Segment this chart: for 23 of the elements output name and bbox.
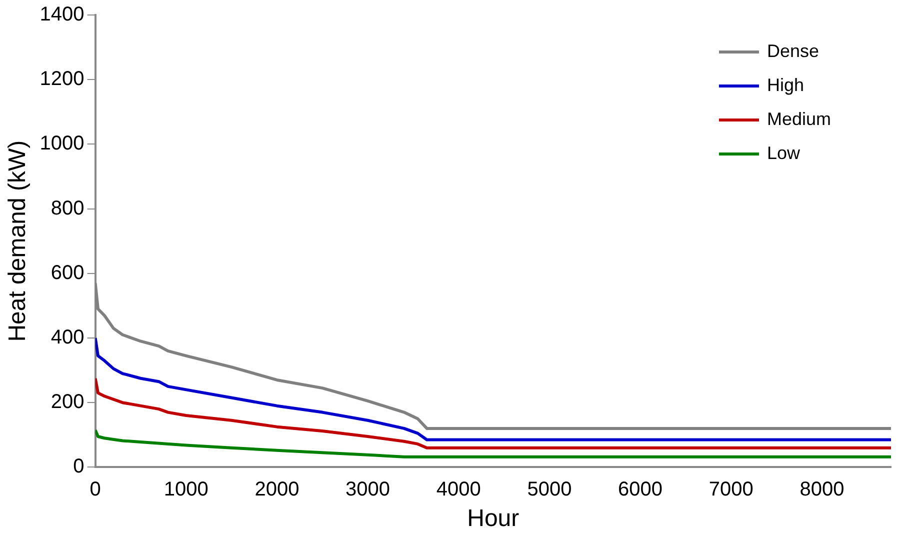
x-axis-title: Hour xyxy=(467,505,520,532)
legend-label: Medium xyxy=(766,108,832,129)
x-tick-label: 0 xyxy=(90,478,101,501)
legend-label: Low xyxy=(766,142,801,163)
x-tick-label: 1000 xyxy=(164,478,208,501)
y-tick-label: 0 xyxy=(73,456,84,478)
y-tick-label: 600 xyxy=(50,262,84,284)
y-axis-title: Heat demand (kW) xyxy=(4,140,32,342)
y-tick-label: 1400 xyxy=(40,4,84,26)
x-tick-label: 8000 xyxy=(800,478,844,501)
x-tick-label: 3000 xyxy=(346,478,390,501)
x-tick-label: 2000 xyxy=(254,478,300,501)
y-tick-label: 200 xyxy=(50,391,84,414)
y-tick-label: 400 xyxy=(50,326,84,349)
x-tick-label: 5000 xyxy=(527,478,572,501)
y-tick-label: 1000 xyxy=(40,132,84,155)
x-tick-label: 6000 xyxy=(618,478,663,501)
legend-label: High xyxy=(766,74,804,95)
legend-label: Dense xyxy=(766,40,820,61)
y-tick-label: 1200 xyxy=(40,68,84,90)
x-tick-label: 4000 xyxy=(436,478,481,501)
x-tick-label: 7000 xyxy=(708,478,754,501)
y-tick-label: 800 xyxy=(50,197,84,220)
